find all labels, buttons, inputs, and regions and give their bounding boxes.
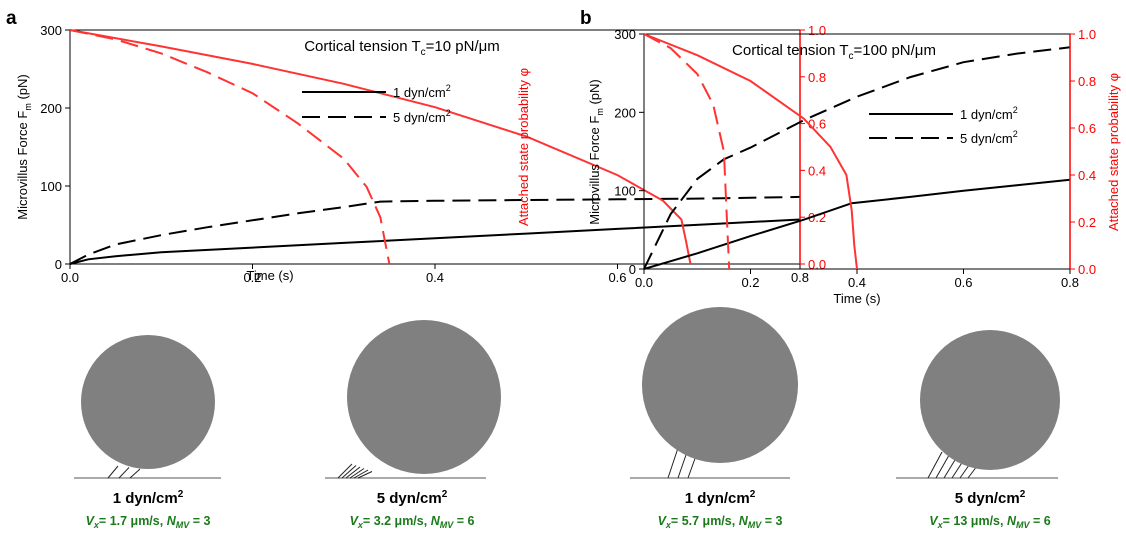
- microvillus-tether: [345, 466, 361, 479]
- microvillus-tether: [118, 467, 130, 479]
- y-tick-label-left: 200: [40, 101, 62, 116]
- cell-body: [81, 335, 215, 469]
- microvillus-tether: [357, 471, 373, 479]
- y-tick-label-right: 0.8: [1078, 74, 1096, 89]
- panel-b: b 0.0 0.2 0.4 0.6 0.801002003000.00.20.40.60…: [580, 8, 1121, 306]
- x-tick-label: 0.4: [848, 275, 866, 290]
- velocity-label: Vx= 13 μm/s, NMV = 6: [929, 514, 1050, 530]
- velocity-label: Vx= 3.2 μm/s, NMV = 6: [350, 514, 475, 530]
- plot-frame: [643, 33, 1071, 270]
- panel-letter: b: [580, 8, 592, 29]
- y-tick-label-left: 300: [614, 27, 636, 42]
- series-layer: [643, 33, 1071, 270]
- cell-body: [920, 330, 1060, 470]
- y-tick-label-right: 0.2: [1078, 215, 1096, 230]
- x-axis-label: Time (s): [246, 268, 293, 283]
- plot-frame: [69, 29, 801, 265]
- y-tick-label-left: 100: [40, 179, 62, 194]
- force-series-dashed: [643, 46, 1071, 270]
- panel-letter: a: [6, 8, 17, 29]
- cell-body: [642, 307, 798, 463]
- microvillus-tether: [337, 463, 353, 479]
- shear-stress-label: 5 dyn/cm2: [377, 489, 448, 507]
- x-tick-label: 0.8: [1061, 275, 1079, 290]
- y-tick-label-right: 0.6: [1078, 121, 1096, 136]
- microvillus-tether: [935, 453, 951, 479]
- y-tick-label-right: 0.4: [808, 163, 826, 178]
- y-tick-label-left: 0: [55, 257, 62, 272]
- chart-title: Cortical tension Tc=100 pN/μm: [732, 42, 936, 62]
- y-tick-label-left: 0: [629, 262, 636, 277]
- probability-series-solid: [69, 29, 692, 265]
- legend: 1 dyn/cm2 5 dyn/cm2: [869, 105, 1018, 146]
- y-tick-label-right: 1.0: [1078, 27, 1096, 42]
- y-tick-label-right: 0.0: [808, 257, 826, 272]
- cell-body: [347, 320, 501, 474]
- y-tick-label-right: 1.0: [808, 23, 826, 38]
- y-tick-label-left: 200: [614, 105, 636, 120]
- x-axis-label: Time (s): [833, 291, 880, 306]
- cell-illustration: 1 dyn/cm2 Vx= 1.7 μm/s, NMV = 3: [74, 335, 221, 530]
- tick-layer: 0.0 0.2 0.4 0.6 0.801002003000.00.20.40.60.8…: [40, 23, 826, 285]
- chart-title: Cortical tension Tc=10 pN/μm: [304, 38, 500, 58]
- force-series-solid: [69, 218, 801, 265]
- x-tick-label: 0.4: [426, 270, 444, 285]
- cell-illustration: 5 dyn/cm2 Vx= 13 μm/s, NMV = 6: [896, 330, 1060, 530]
- y-tick-label-right: 0.4: [1078, 168, 1096, 183]
- shear-stress-label: 1 dyn/cm2: [685, 489, 756, 507]
- x-tick-label: 0.6: [954, 275, 972, 290]
- y-axis-label-left: Microvillus Force Fm (pN): [15, 74, 33, 219]
- shear-stress-label: 1 dyn/cm2: [113, 489, 184, 507]
- y-tick-label-left: 100: [614, 184, 636, 199]
- x-tick-label: 0.0: [635, 275, 653, 290]
- x-tick-label: 0.0: [61, 270, 79, 285]
- cell-illustration: 1 dyn/cm2 Vx= 5.7 μm/s, NMV = 3: [630, 307, 798, 530]
- probability-series-dashed: [69, 29, 391, 265]
- legend-label-dashed: 5 dyn/cm2: [960, 129, 1018, 146]
- series-layer: [69, 29, 801, 265]
- force-series-dashed: [69, 195, 801, 265]
- plot-area: 0.0 0.2 0.4 0.6 0.801002003000.00.20.40.60.8…: [40, 23, 826, 285]
- microvillus-tether: [129, 468, 141, 479]
- y-axis-label-left: Microvillus Force Fm (pN): [587, 79, 605, 224]
- microvilli-group: [337, 463, 373, 479]
- y-axis-label-right: Attached state probability φ: [1106, 73, 1121, 231]
- microvillus-tether: [927, 451, 943, 479]
- y-tick-label-right: 0.0: [1078, 262, 1096, 277]
- tick-layer: 0.0 0.2 0.4 0.6 0.8 0 100 200 300 0.0 0.2 0.4 0.6 0.8…: [614, 27, 1096, 290]
- y-tick-label-right: 0.8: [808, 70, 826, 85]
- velocity-label: Vx= 5.7 μm/s, NMV = 3: [658, 514, 783, 530]
- microvillus-tether: [349, 468, 365, 479]
- legend-label-dashed: 5 dyn/cm2: [393, 108, 451, 125]
- x-tick-label: 0.2: [741, 275, 759, 290]
- panel-a: a 0.0 0.2 0.4 0.6 0.801002003000.00.20.40.60…: [6, 8, 826, 285]
- x-tick-label: 0.2: [243, 270, 261, 285]
- shear-stress-label: 5 dyn/cm2: [955, 489, 1026, 507]
- probability-series-dashed: [643, 33, 731, 270]
- legend-label-solid: 1 dyn/cm2: [393, 83, 451, 100]
- legend-label-solid: 1 dyn/cm2: [960, 105, 1018, 122]
- cell-illustration: 5 dyn/cm2 Vx= 3.2 μm/s, NMV = 6: [325, 320, 501, 530]
- legend: 1 dyn/cm2 5 dyn/cm2: [302, 83, 451, 125]
- microvillus-tether: [107, 465, 119, 479]
- force-series-solid: [643, 178, 1071, 270]
- plot-area: 0.0 0.2 0.4 0.6 0.8 0 100 200 300 0.0 0.2 0.4 0.6 0.8…: [614, 27, 1096, 290]
- probability-series-solid: [643, 33, 858, 270]
- microvilli-group: [107, 465, 141, 479]
- y-tick-label-right: 0.6: [808, 117, 826, 132]
- microvillus-tether: [341, 465, 357, 479]
- y-tick-label-left: 300: [40, 23, 62, 38]
- microvillus-tether: [353, 469, 369, 479]
- x-tick-label: 0.8: [791, 270, 809, 285]
- velocity-label: Vx= 1.7 μm/s, NMV = 3: [86, 514, 211, 530]
- y-axis-label-right: Attached state probability φ: [516, 68, 531, 226]
- x-tick-label: 0.6: [608, 270, 626, 285]
